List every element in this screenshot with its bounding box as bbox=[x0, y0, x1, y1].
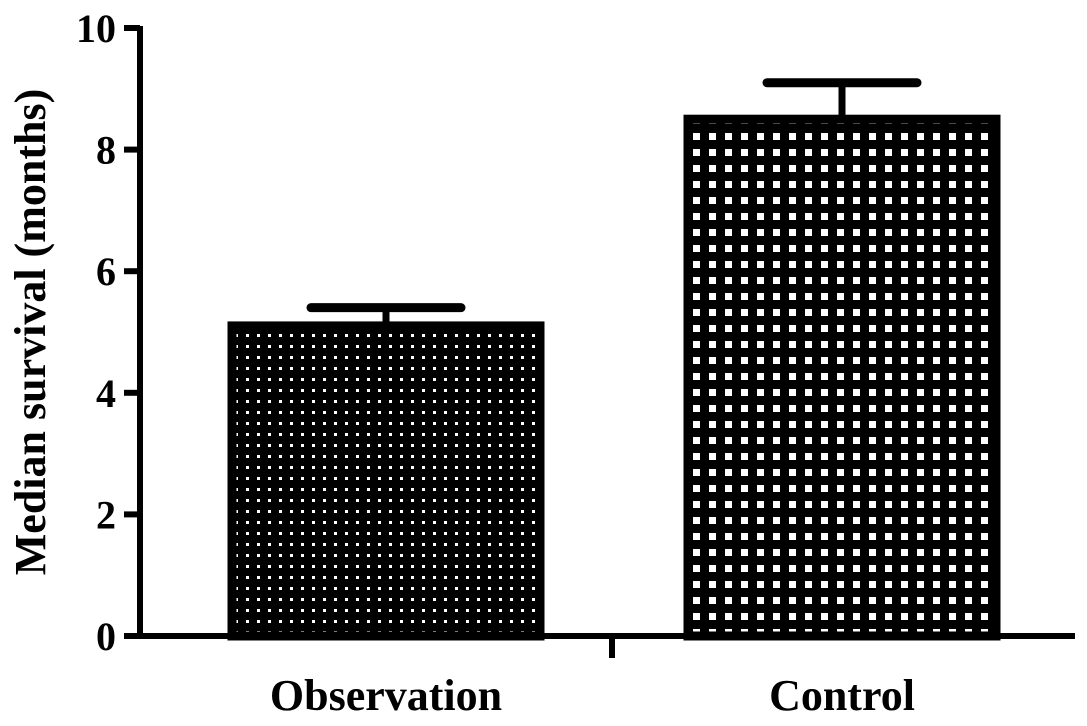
x-category-label: Control bbox=[769, 671, 915, 720]
y-ticks: 0 2 4 6 8 10 bbox=[76, 6, 140, 659]
x-category-label: Observation bbox=[270, 671, 502, 720]
y-tick-label: 4 bbox=[96, 371, 116, 416]
bar-observation bbox=[227, 321, 545, 641]
y-tick-label: 8 bbox=[96, 128, 116, 173]
bars bbox=[227, 78, 1001, 641]
y-tick-label: 0 bbox=[96, 614, 116, 659]
y-tick-label: 2 bbox=[96, 492, 116, 537]
bar-control bbox=[683, 114, 1001, 641]
x-category-labels: Observation Control bbox=[270, 671, 915, 720]
y-axis-title: Median survival (months) bbox=[6, 89, 55, 575]
y-tick-label: 10 bbox=[76, 6, 116, 51]
y-tick-label: 6 bbox=[96, 249, 116, 294]
